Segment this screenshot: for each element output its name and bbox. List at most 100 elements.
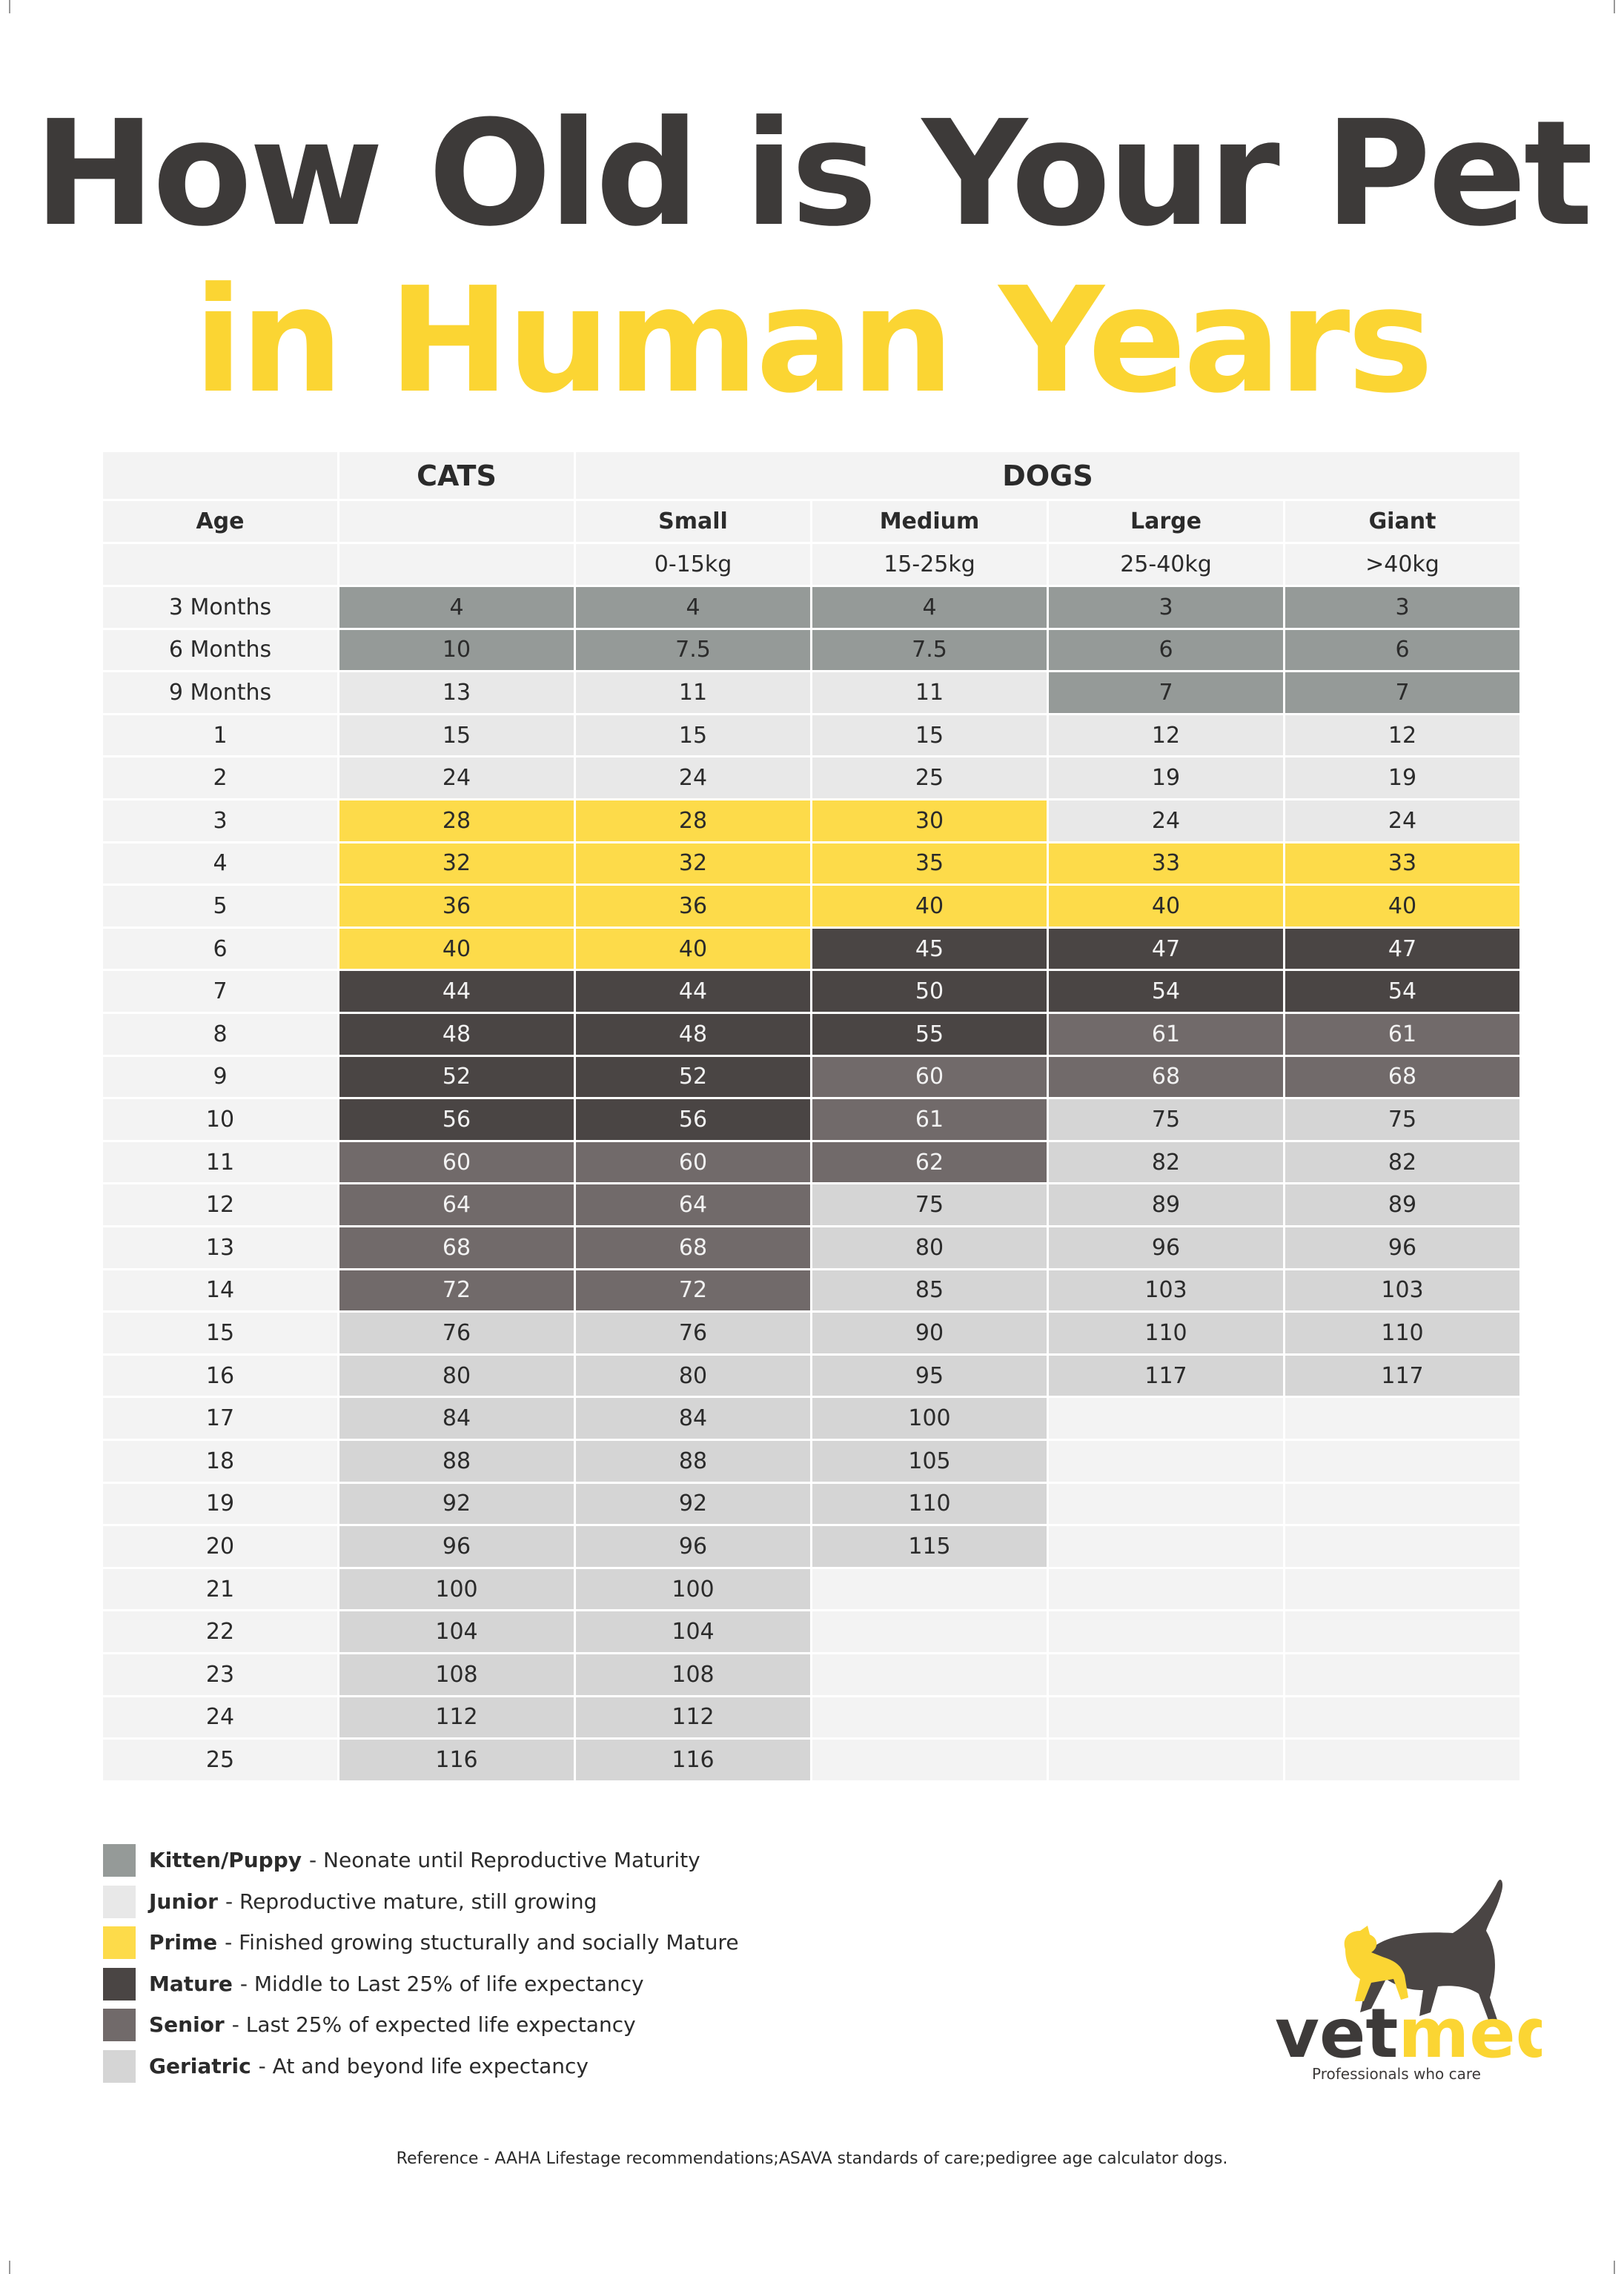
- age-value: 88: [339, 1441, 576, 1484]
- dog-silhouette: [1351, 1879, 1503, 2020]
- age-value: 40: [576, 928, 812, 972]
- age-value: [1049, 1654, 1285, 1697]
- age-value: 40: [1049, 886, 1285, 929]
- age-label: 14: [103, 1270, 339, 1313]
- legend-item: Kitten/Puppy - Neonate until Reproductive…: [149, 1844, 700, 1877]
- age-value: 112: [339, 1697, 576, 1740]
- age-value: [812, 1740, 1049, 1783]
- age-value: 7.5: [812, 629, 1049, 673]
- age-value: 32: [339, 843, 576, 886]
- age-value: 50: [812, 971, 1049, 1014]
- age-value: 84: [339, 1398, 576, 1441]
- age-value: 89: [1049, 1184, 1285, 1227]
- age-value: 19: [1285, 758, 1522, 800]
- age-value: 108: [339, 1654, 576, 1697]
- age-value: 33: [1285, 843, 1522, 886]
- age-value: [1049, 1611, 1285, 1654]
- age-value: 3: [1285, 587, 1522, 630]
- header-weight: 25-40kg: [1049, 544, 1285, 587]
- age-value: 76: [339, 1313, 576, 1356]
- age-value: 96: [576, 1526, 812, 1569]
- legend-item: Mature - Middle to Last 25% of life expec…: [149, 1968, 644, 2000]
- age-value: [812, 1654, 1049, 1697]
- age-label: 6 Months: [103, 629, 339, 673]
- age-value: [1049, 1526, 1285, 1569]
- age-label: 25: [103, 1740, 339, 1783]
- age-value: 62: [812, 1141, 1049, 1185]
- crop-mark: [9, 0, 10, 13]
- header-blank: [103, 544, 339, 587]
- age-value: 115: [812, 1526, 1049, 1569]
- age-value: 15: [339, 715, 576, 758]
- age-value: 92: [576, 1483, 812, 1527]
- age-value: 103: [1285, 1270, 1522, 1313]
- age-value: 60: [812, 1056, 1049, 1100]
- age-value: 45: [812, 928, 1049, 972]
- age-value: 68: [1285, 1056, 1522, 1100]
- age-label: 13: [103, 1227, 339, 1270]
- age-value: [1049, 1568, 1285, 1612]
- age-value: 75: [812, 1184, 1049, 1227]
- header-age: Age: [103, 501, 339, 544]
- crop-mark: [1614, 2261, 1615, 2274]
- cat-silhouette: [1344, 1926, 1408, 2001]
- age-value: 112: [576, 1697, 812, 1740]
- age-value: 4: [339, 587, 576, 630]
- age-value: 12: [1049, 715, 1285, 758]
- age-value: [1049, 1398, 1285, 1441]
- age-value: 40: [339, 928, 576, 972]
- age-value: [1285, 1654, 1522, 1697]
- age-value: 90: [812, 1313, 1049, 1356]
- age-label: 7: [103, 971, 339, 1014]
- age-value: [1049, 1697, 1285, 1740]
- age-value: 110: [1285, 1313, 1522, 1356]
- age-value: 88: [576, 1441, 812, 1484]
- crop-mark: [1614, 0, 1615, 13]
- legend-name: Senior: [149, 2012, 225, 2037]
- age-value: 7: [1285, 672, 1522, 715]
- age-value: 72: [576, 1270, 812, 1313]
- age-value: 64: [339, 1184, 576, 1227]
- age-value: 110: [812, 1483, 1049, 1527]
- legend-description: - Finished growing stucturally and socia…: [225, 1930, 739, 1955]
- age-value: [1285, 1441, 1522, 1484]
- age-label: 9 Months: [103, 672, 339, 715]
- age-value: 12: [1285, 715, 1522, 758]
- age-label: 3 Months: [103, 587, 339, 630]
- age-label: 20: [103, 1526, 339, 1569]
- age-value: 96: [339, 1526, 576, 1569]
- age-value: 24: [1285, 800, 1522, 843]
- age-label: 5: [103, 886, 339, 929]
- logo-med: med: [1398, 1994, 1542, 2073]
- age-value: 56: [576, 1099, 812, 1142]
- age-value: 61: [1285, 1014, 1522, 1057]
- age-value: 28: [339, 800, 576, 843]
- age-value: 19: [1049, 758, 1285, 800]
- header-blank: [339, 501, 576, 544]
- age-value: 100: [812, 1398, 1049, 1441]
- age-value: 33: [1049, 843, 1285, 886]
- legend-item: Senior - Last 25% of expected life expect…: [149, 2009, 636, 2041]
- legend-swatch: [103, 1844, 136, 1877]
- age-value: 11: [576, 672, 812, 715]
- age-value: 68: [576, 1227, 812, 1270]
- legend-description: - Last 25% of expected life expectancy: [231, 2012, 636, 2037]
- age-value: [1285, 1697, 1522, 1740]
- age-value: 54: [1049, 971, 1285, 1014]
- header-weight: >40kg: [1285, 544, 1522, 587]
- age-value: 52: [576, 1056, 812, 1100]
- age-label: 19: [103, 1483, 339, 1527]
- subtitle: in Human Years: [193, 256, 1434, 425]
- age-value: [1049, 1441, 1285, 1484]
- age-value: 56: [339, 1099, 576, 1142]
- age-value: 61: [812, 1099, 1049, 1142]
- age-label: 15: [103, 1313, 339, 1356]
- age-value: [1049, 1740, 1285, 1783]
- age-value: 13: [339, 672, 576, 715]
- legend-swatch: [103, 2009, 136, 2041]
- age-label: 16: [103, 1355, 339, 1399]
- age-value: 104: [576, 1611, 812, 1654]
- age-table: CATS DOGS Age Small Medium Large Giant 0-15kg 15…: [103, 452, 1522, 1783]
- age-value: 30: [812, 800, 1049, 843]
- age-value: 44: [576, 971, 812, 1014]
